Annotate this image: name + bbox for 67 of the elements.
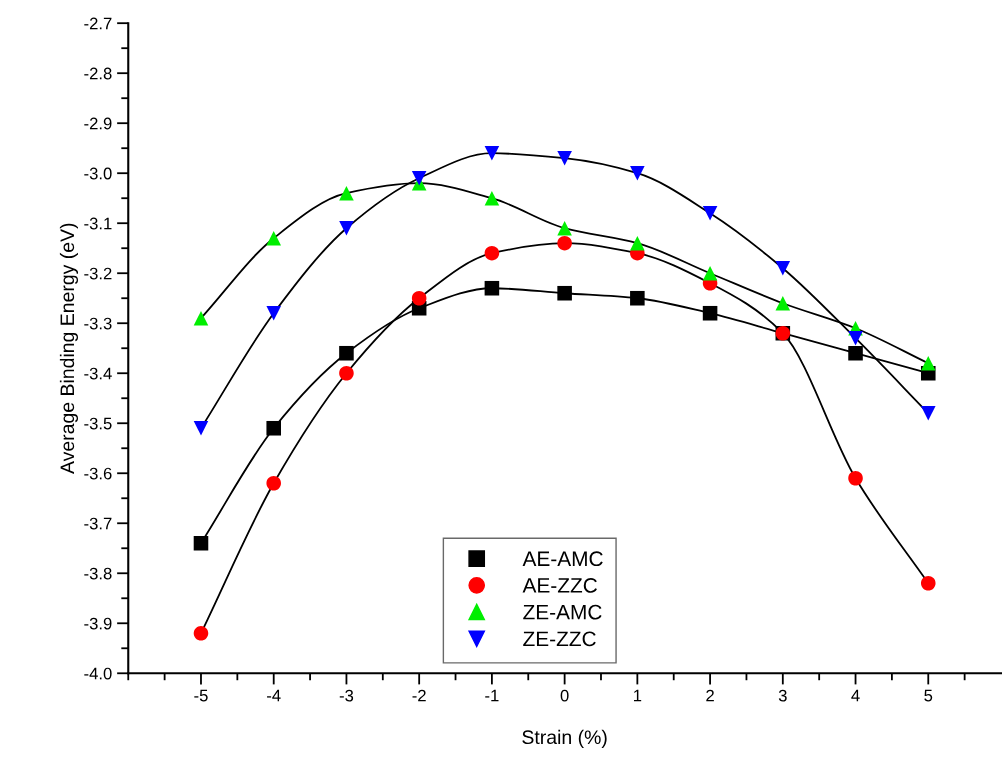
point — [702, 265, 718, 281]
y-tick-label: -3.1 — [84, 217, 112, 230]
point — [266, 230, 281, 246]
point — [775, 260, 791, 276]
y-tick-label: -3.6 — [84, 467, 112, 480]
point — [702, 305, 718, 321]
point — [775, 295, 791, 311]
legend-label: ZE-AMC — [523, 604, 602, 620]
point — [557, 150, 572, 166]
point — [484, 145, 500, 161]
point — [848, 345, 863, 361]
point — [266, 475, 281, 491]
point — [848, 330, 863, 346]
y-tick-label: -3.3 — [84, 317, 112, 330]
point — [484, 280, 500, 296]
x-tick-label: -1 — [485, 689, 499, 702]
legend-label: AE-ZZC — [522, 578, 597, 593]
y-tick-label: -3.2 — [84, 267, 112, 280]
point — [920, 355, 936, 371]
y-tick-label: -3.5 — [84, 417, 112, 430]
point — [630, 235, 645, 251]
point — [848, 470, 863, 486]
y-tick-label: -2.8 — [84, 67, 112, 80]
point — [266, 305, 281, 321]
point — [557, 220, 572, 236]
point — [339, 345, 354, 361]
point — [339, 365, 354, 381]
x-tick-label: 4 — [851, 689, 860, 702]
x-tick-label: 0 — [560, 689, 569, 702]
point — [630, 165, 645, 181]
point — [484, 245, 500, 261]
x-tick-label: -2 — [412, 689, 426, 702]
point — [920, 575, 936, 591]
x-axis-title: Strain (%) — [522, 729, 607, 748]
x-tick-label: -4 — [267, 689, 281, 702]
y-tick-label: -2.7 — [84, 17, 112, 30]
x-tick-label: -3 — [339, 689, 354, 702]
legend-label: ZE-ZZC — [523, 631, 596, 647]
y-tick-label: -3.8 — [84, 567, 112, 580]
point — [557, 235, 572, 251]
y-tick-label: -3.0 — [84, 167, 112, 180]
x-tick-label: 3 — [778, 689, 787, 702]
point — [339, 220, 354, 236]
point — [411, 170, 427, 186]
point — [193, 535, 209, 551]
x-tick-label: 5 — [924, 689, 933, 702]
point — [557, 285, 572, 301]
x-tick-label: 1 — [633, 689, 642, 702]
point — [411, 290, 427, 306]
point — [630, 290, 645, 306]
x-tick-label: 2 — [706, 689, 714, 702]
point — [193, 310, 209, 326]
legend-label: AE-AMC — [522, 551, 603, 567]
y-tick-label: -3.7 — [84, 517, 112, 530]
point — [702, 205, 718, 221]
point — [193, 420, 209, 436]
y-tick-label: -4.0 — [84, 667, 112, 680]
x-tick-label: -5 — [194, 689, 208, 702]
point — [266, 420, 281, 436]
y-axis-title: Average Binding Energy (eV) — [59, 223, 79, 474]
point — [920, 405, 936, 421]
y-tick-label: -3.9 — [84, 617, 112, 630]
point — [193, 625, 209, 641]
point — [484, 190, 500, 206]
point — [339, 185, 354, 201]
y-tick-label: -3.4 — [84, 367, 112, 380]
y-tick-label: -2.9 — [84, 117, 112, 130]
